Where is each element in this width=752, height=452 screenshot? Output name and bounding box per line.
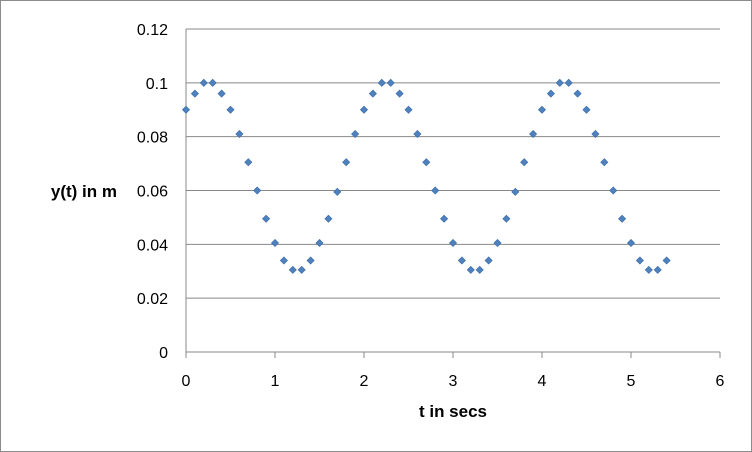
data-point [217,89,226,98]
x-tick-label: 2 [360,373,369,390]
data-point [502,214,511,223]
data-point [244,158,253,167]
data-point [520,158,529,167]
axes [185,29,721,358]
x-tick-label: 3 [449,373,458,390]
data-point [324,214,333,223]
data-point [618,214,627,223]
data-point [457,256,466,265]
y-axis-title: y(t) in m [51,182,117,201]
data-point [529,129,538,138]
data-point [484,256,493,265]
data-point [279,256,288,265]
x-tick-label: 1 [271,373,280,390]
data-point [609,186,618,195]
data-point [199,78,208,87]
data-point [342,158,351,167]
data-point [546,89,555,98]
data-point [511,187,520,196]
data-point [368,89,377,98]
data-point [662,256,671,265]
data-point [190,89,199,98]
data-point [440,214,449,223]
data-point [208,78,217,87]
y-tick-label: 0.02 [137,291,168,308]
y-tick-label: 0.08 [137,130,168,147]
data-point [448,238,458,248]
data-point [235,129,244,138]
data-point [262,214,271,223]
data-point [270,238,280,248]
data-point [333,187,342,196]
data-point [315,238,324,248]
y-tick-label: 0.1 [146,76,168,93]
y-tick-labels: 0 0.02 0.04 0.06 0.08 0.1 0.12 [137,22,168,362]
data-point [537,105,547,114]
data-point [600,158,609,167]
data-point [644,265,653,274]
data-point [493,238,502,248]
data-point [653,265,662,274]
data-point [351,129,360,138]
data-point [395,89,404,98]
data-point [626,238,636,248]
x-axis-title: t in secs [419,402,487,421]
x-tick-labels: 0 1 2 3 4 5 6 [182,373,725,390]
data-point [573,89,582,98]
x-tick-label: 0 [182,373,191,390]
data-point [582,105,591,114]
data-point [377,78,386,87]
data-point [422,158,431,167]
data-points [181,78,671,274]
data-point [359,105,369,114]
data-point [253,186,262,195]
data-point [306,256,315,265]
data-point [431,186,440,195]
data-point [635,256,644,265]
data-point [413,129,422,138]
x-tick-label: 4 [538,373,547,390]
data-point [591,129,600,138]
data-point [475,265,484,274]
y-tick-label: 0 [159,345,168,362]
x-tick-label: 5 [627,373,636,390]
x-tick-label: 6 [716,373,725,390]
data-point [404,105,413,114]
data-point [226,105,235,114]
data-point [564,78,573,87]
data-point [466,265,475,274]
y-tick-label: 0.04 [137,237,168,254]
data-point [181,105,191,114]
y-tick-label: 0.12 [137,22,168,39]
data-point [288,265,297,274]
data-point [386,78,395,87]
data-point [297,265,306,274]
y-tick-label: 0.06 [137,184,168,201]
data-point [555,78,564,87]
